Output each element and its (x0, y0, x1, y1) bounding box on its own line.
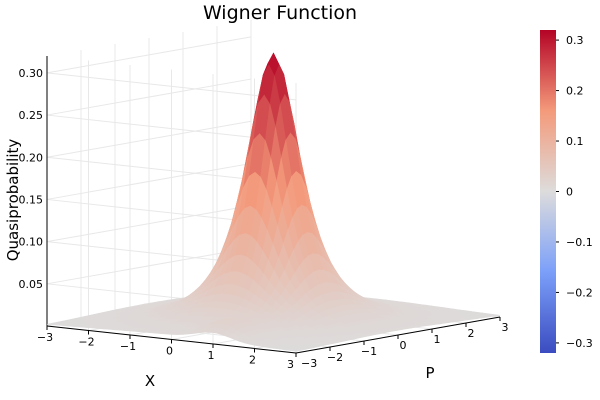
p-tick-label: 2 (468, 327, 475, 340)
axis-ticks: −3 −2 −1 0 1 2 3 −3 −2 −1 0 1 2 3 0.05 0.10 0.15 0.20 0.25… (19, 67, 509, 371)
x-tick-label: 0 (166, 345, 173, 358)
x-tick-label: 3 (287, 358, 294, 371)
z-tick-label: 0.30 (19, 67, 44, 80)
p-tick-label: 0 (400, 339, 407, 352)
p-axis-label: P (425, 364, 434, 382)
x-tick-label: −1 (120, 340, 136, 353)
colorbar-tick-label: 0.3 (566, 34, 584, 47)
surface-plot (46, 52, 501, 352)
p-tick-label: −3 (301, 357, 317, 370)
p-tick-label: −1 (361, 345, 377, 358)
colorbar-tick-label: 0.2 (566, 85, 584, 98)
colorbar-tick-label: −0.3 (566, 337, 593, 350)
z-tick-label: 0.20 (19, 151, 44, 164)
colorbar: −0.3 −0.2 −0.1 0 0.1 0.2 0.3 (540, 30, 593, 353)
p-tick-label: 1 (434, 333, 441, 346)
x-axis-label: X (145, 372, 155, 390)
z-tick-label: 0.25 (19, 109, 44, 122)
p-tick-label: −2 (327, 351, 343, 364)
colorbar-tick-label: −0.1 (566, 236, 593, 249)
colorbar-tick-label: 0 (566, 186, 573, 199)
z-tick-label: 0.10 (19, 236, 44, 249)
colorbar-gradient (540, 30, 556, 353)
colorbar-tick-label: −0.2 (566, 286, 593, 299)
x-tick-label: 1 (208, 349, 215, 362)
z-tick-label: 0.15 (19, 193, 44, 206)
surface-patch (290, 349, 301, 352)
colorbar-tick-label: 0.1 (566, 135, 584, 148)
p-tick-label: 3 (502, 321, 509, 334)
x-tick-label: 2 (249, 354, 256, 367)
z-tick-label: 0.05 (19, 278, 44, 291)
x-tick-label: −3 (37, 331, 53, 344)
x-tick-label: −2 (78, 336, 94, 349)
z-axis-label: Quasiprobability (4, 139, 22, 262)
chart-title: Wigner Function (203, 2, 357, 24)
